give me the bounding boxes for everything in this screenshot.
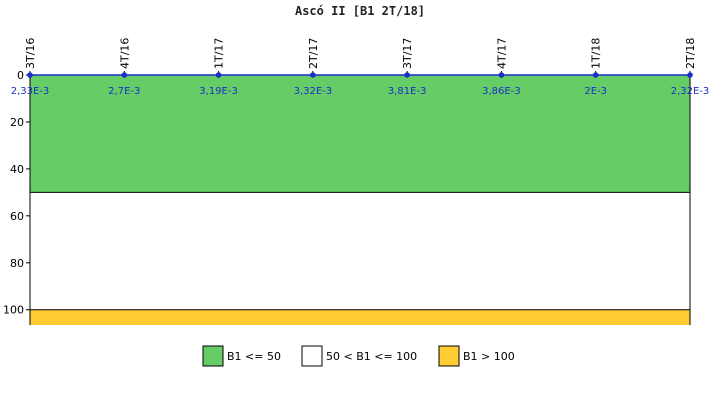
y-tick-label: 60	[10, 210, 24, 223]
data-label: 2,7E-3	[108, 86, 140, 97]
x-tick-label: 1T/18	[590, 38, 603, 69]
x-tick-label: 2T/18	[684, 38, 697, 69]
data-point	[27, 72, 33, 78]
band-1	[30, 192, 690, 310]
x-tick-label: 2T/17	[307, 38, 320, 69]
x-tick-label: 3T/17	[401, 38, 414, 69]
legend-swatch	[438, 345, 460, 367]
x-tick-label: 3T/16	[24, 38, 37, 69]
y-tick-label: 40	[10, 163, 24, 176]
x-tick-label: 1T/17	[213, 38, 226, 69]
data-point	[404, 72, 410, 78]
y-tick-label: 20	[10, 116, 24, 129]
data-point	[498, 72, 505, 78]
data-label: 3,19E-3	[199, 86, 238, 97]
data-label: 2E-3	[584, 86, 607, 97]
chart-title: Ascó II [B1 2T/18]	[295, 4, 425, 18]
y-tick-label: 80	[10, 257, 24, 270]
x-tick-label: 4T/16	[118, 38, 131, 69]
data-point	[687, 72, 693, 78]
threshold-bands	[30, 75, 690, 325]
data-label: 3,81E-3	[388, 86, 427, 97]
data-point	[592, 72, 599, 78]
data-label: 3,32E-3	[294, 86, 333, 97]
data-point	[121, 72, 128, 78]
data-point	[215, 72, 222, 78]
y-tick-label: 0	[17, 69, 24, 82]
data-label: 2,32E-3	[671, 86, 710, 97]
y-axis: 0 20 40 60 80 100	[3, 69, 30, 317]
data-label: 3,86E-3	[482, 86, 521, 97]
legend-swatch	[202, 345, 224, 367]
legend-label: B1 > 100	[463, 350, 515, 363]
legend-label: B1 <= 50	[227, 350, 281, 363]
y-tick-label: 100	[3, 304, 24, 317]
x-tick-label: 4T/17	[495, 38, 508, 69]
band-0	[30, 75, 690, 193]
x-axis: 3T/16 4T/16 1T/17 2T/17 3T/17 4T/17 1T/18 2T/18	[24, 38, 697, 75]
legend-swatch	[301, 345, 323, 367]
legend: B1 <= 50 50 < B1 <= 100 B1 > 100	[202, 345, 515, 367]
legend-label: 50 < B1 <= 100	[326, 350, 417, 363]
data-label: 2,33E-3	[11, 86, 50, 97]
data-point	[310, 72, 316, 78]
band-2	[30, 309, 690, 325]
data-series: 2,33E-3 2,7E-3 3,19E-3 3,32E-3 3,81E-3 3,86E-…	[11, 72, 710, 97]
